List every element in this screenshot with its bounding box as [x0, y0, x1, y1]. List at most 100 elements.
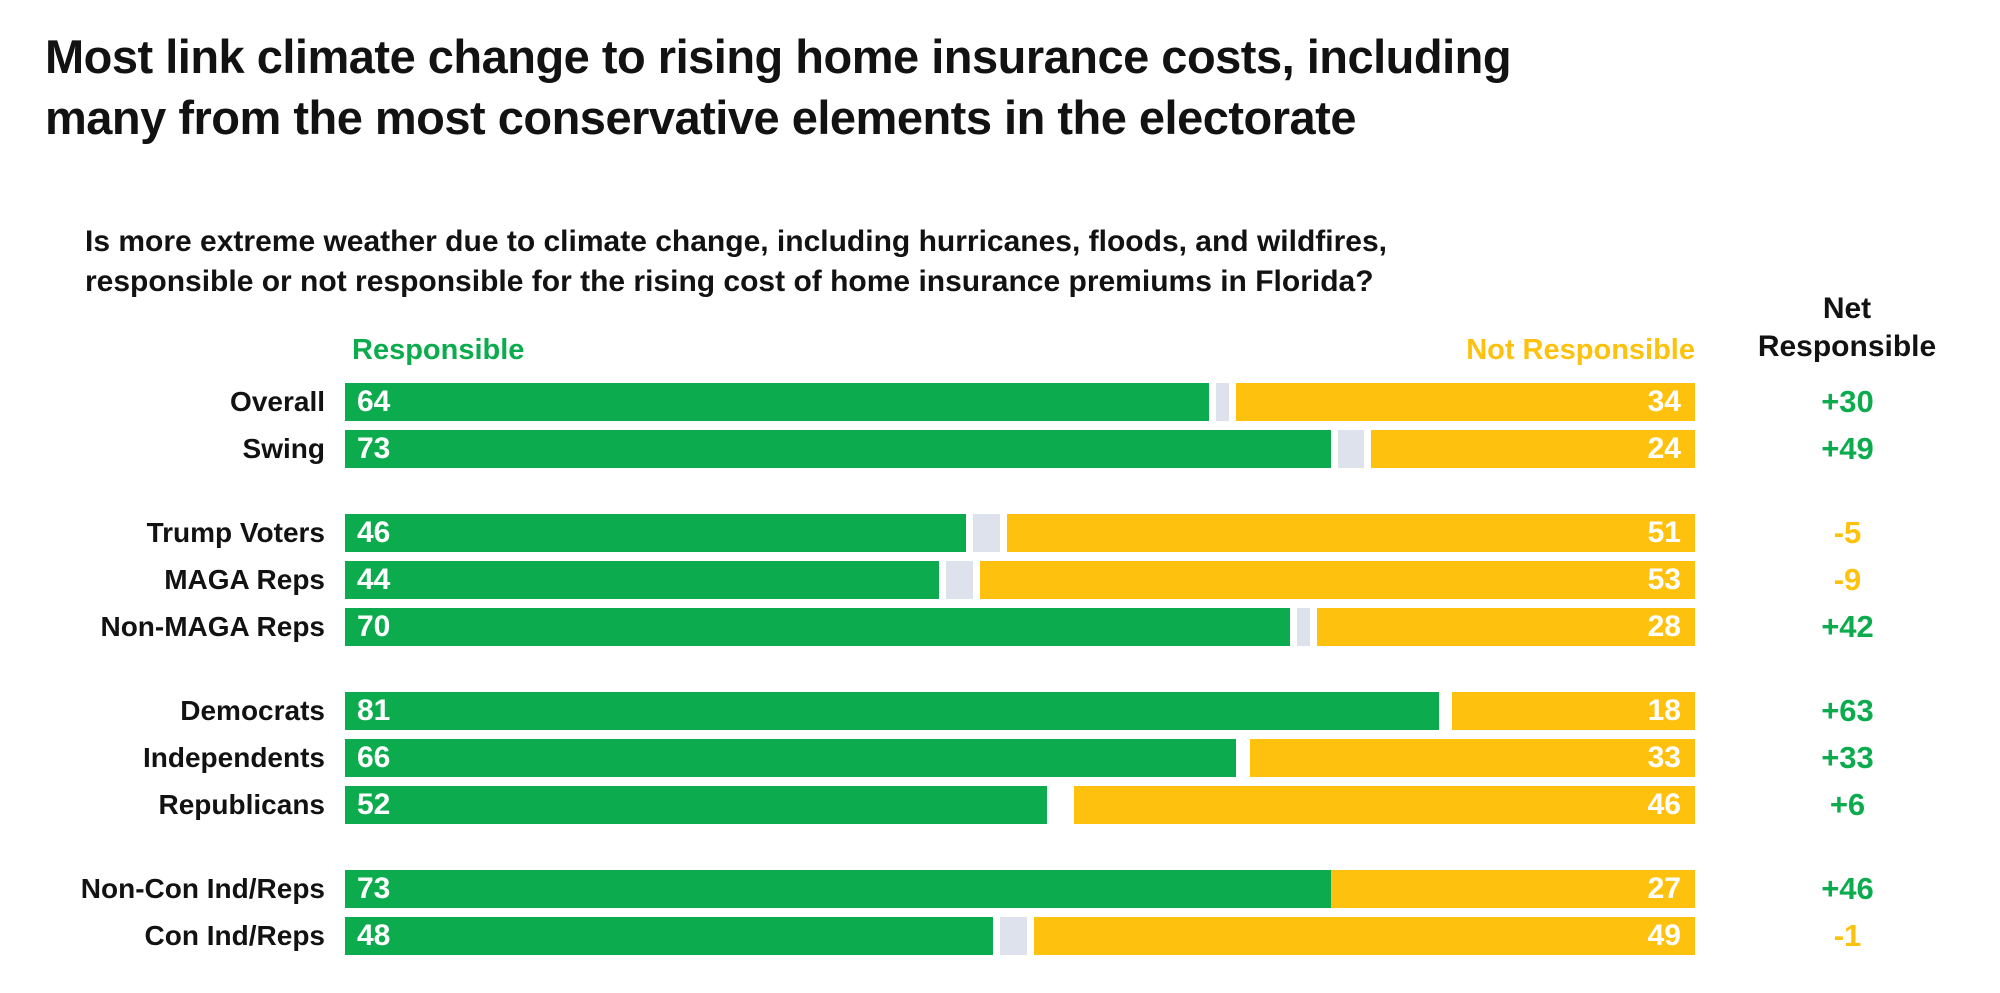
page-title-line1: Most link climate change to rising home …	[45, 30, 1512, 83]
responsible-value: 73	[357, 432, 391, 465]
responsible-bar: 46	[345, 514, 966, 552]
not-responsible-bar: 27	[1330, 870, 1695, 908]
row-label: Trump Voters	[146, 517, 325, 548]
not-responsible-value: 24	[1647, 432, 1681, 465]
page-title-line2: many from the most conservative elements…	[45, 91, 1356, 144]
bar-track: 70 28	[345, 608, 1695, 646]
unlabeled-segment	[1337, 430, 1364, 468]
not-responsible-value: 51	[1647, 516, 1681, 549]
net-value: +6	[1829, 787, 1866, 822]
responsible-value: 81	[357, 694, 391, 727]
responsible-bar: 48	[345, 917, 993, 955]
chart-group: Trump Voters 46 51 -5 MAGA Reps 44 53 -9…	[0, 514, 2000, 646]
chart-row: MAGA Reps 44 53 -9	[0, 561, 2000, 599]
responsible-bar: 52	[345, 786, 1047, 824]
net-value: +49	[1821, 431, 1874, 466]
net-value: +46	[1821, 871, 1874, 906]
net-value: +42	[1821, 609, 1874, 644]
not-responsible-bar: 46	[1074, 786, 1695, 824]
survey-question-line2: responsible or not responsible for the r…	[85, 265, 1374, 298]
bar-track: 64 34	[345, 383, 1695, 421]
row-label: Non-Con Ind/Reps	[80, 873, 325, 904]
diverging-bar-chart: Overall 64 34 +30 Swing 73 24 +49 Trump …	[0, 383, 2000, 964]
chart-group: Overall 64 34 +30 Swing 73 24 +49	[0, 383, 2000, 468]
chart-row: Non-MAGA Reps 70 28 +42	[0, 608, 2000, 646]
responsible-bar: 73	[345, 430, 1331, 468]
responsible-value: 73	[357, 872, 391, 905]
not-responsible-value: 33	[1647, 741, 1681, 774]
net-header-line2: Responsible	[1757, 330, 1937, 363]
net-value: -9	[1833, 562, 1862, 597]
row-label: Independents	[142, 742, 325, 773]
row-label: Non-MAGA Reps	[100, 611, 325, 642]
net-responsible-header: Net Responsible	[1712, 290, 1982, 366]
bar-track: 73 27	[345, 870, 1695, 908]
row-label: Republicans	[158, 789, 325, 820]
not-responsible-bar: 28	[1317, 608, 1695, 646]
net-value: +33	[1821, 740, 1874, 775]
responsible-value: 64	[357, 385, 391, 418]
row-label: Swing	[242, 433, 325, 464]
responsible-value: 48	[357, 919, 391, 952]
row-label: Democrats	[180, 695, 325, 726]
chart-row: Swing 73 24 +49	[0, 430, 2000, 468]
not-responsible-value: 34	[1647, 385, 1681, 418]
not-responsible-bar: 51	[1006, 514, 1695, 552]
row-label: Con Ind/Reps	[144, 920, 325, 951]
not-responsible-value: 27	[1647, 872, 1681, 905]
not-responsible-value: 46	[1647, 788, 1681, 821]
chart-group: Non-Con Ind/Reps 73 27 +46 Con Ind/Reps …	[0, 870, 2000, 955]
bar-track: 81 18	[345, 692, 1695, 730]
unlabeled-segment	[1000, 917, 1027, 955]
not-responsible-value: 28	[1647, 610, 1681, 643]
unlabeled-segment	[1216, 383, 1229, 421]
page-title: Most link climate change to rising home …	[45, 26, 1512, 148]
chart-row: Overall 64 34 +30	[0, 383, 2000, 421]
chart-group: Democrats 81 18 +63 Independents 66 33 +…	[0, 692, 2000, 824]
not-responsible-bar: 33	[1249, 739, 1695, 777]
row-label: MAGA Reps	[164, 564, 325, 595]
net-value: -5	[1833, 515, 1862, 550]
unlabeled-segment	[1297, 608, 1310, 646]
responsible-bar: 44	[345, 561, 939, 599]
not-responsible-bar: 49	[1033, 917, 1695, 955]
bar-track: 44 53	[345, 561, 1695, 599]
survey-question: Is more extreme weather due to climate c…	[85, 222, 1387, 302]
chart-row: Con Ind/Reps 48 49 -1	[0, 917, 2000, 955]
responsible-value: 66	[357, 741, 391, 774]
bar-track: 66 33	[345, 739, 1695, 777]
bar-track: 52 46	[345, 786, 1695, 824]
net-value: +63	[1821, 693, 1874, 728]
unlabeled-segment	[946, 561, 973, 599]
row-label: Overall	[230, 386, 325, 417]
chart-row: Trump Voters 46 51 -5	[0, 514, 2000, 552]
bar-track: 48 49	[345, 917, 1695, 955]
legend-responsible-label: Responsible	[352, 334, 525, 366]
responsible-value: 44	[357, 563, 391, 596]
chart-row: Independents 66 33 +33	[0, 739, 2000, 777]
responsible-value: 52	[357, 788, 391, 821]
chart-row: Non-Con Ind/Reps 73 27 +46	[0, 870, 2000, 908]
not-responsible-value: 53	[1647, 563, 1681, 596]
chart-row: Democrats 81 18 +63	[0, 692, 2000, 730]
chart-row: Republicans 52 46 +6	[0, 786, 2000, 824]
not-responsible-bar: 34	[1236, 383, 1695, 421]
not-responsible-bar: 24	[1371, 430, 1695, 468]
survey-question-line1: Is more extreme weather due to climate c…	[85, 225, 1387, 258]
not-responsible-bar: 53	[979, 561, 1695, 599]
unlabeled-segment	[973, 514, 1000, 552]
responsible-bar: 64	[345, 383, 1209, 421]
net-header-line1: Net	[1822, 292, 1872, 325]
bar-track: 46 51	[345, 514, 1695, 552]
not-responsible-value: 18	[1647, 694, 1681, 727]
bar-track: 73 24	[345, 430, 1695, 468]
responsible-bar: 70	[345, 608, 1290, 646]
responsible-bar: 81	[345, 692, 1439, 730]
responsible-bar: 66	[345, 739, 1236, 777]
legend-not-responsible-label: Not Responsible	[1466, 334, 1695, 366]
net-value: -1	[1833, 918, 1862, 953]
not-responsible-value: 49	[1647, 919, 1681, 952]
responsible-bar: 73	[345, 870, 1331, 908]
responsible-value: 70	[357, 610, 391, 643]
net-value: +30	[1821, 384, 1874, 419]
